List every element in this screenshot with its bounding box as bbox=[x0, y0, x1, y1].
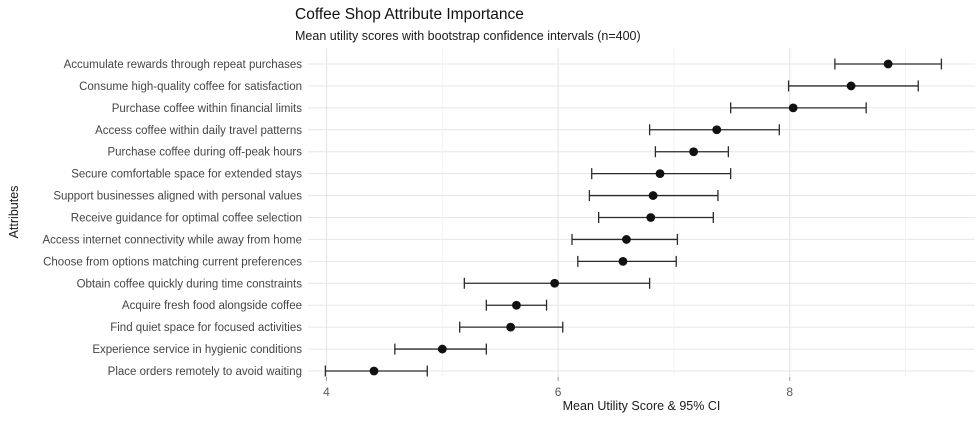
mean-point bbox=[369, 366, 379, 376]
ci-row bbox=[598, 212, 714, 223]
x-tick-label: 8 bbox=[786, 385, 793, 399]
x-axis: 4 6 8 bbox=[323, 377, 793, 399]
ci-row bbox=[394, 343, 487, 355]
data-rows bbox=[324, 58, 943, 377]
ci-row bbox=[834, 58, 943, 70]
chart-title: Coffee Shop Attribute Importance bbox=[295, 6, 524, 23]
category-label: Purchase coffee during off-peak hours bbox=[107, 147, 302, 159]
gridlines bbox=[308, 48, 975, 377]
ci-row bbox=[654, 146, 729, 158]
x-tick-label: 6 bbox=[555, 385, 562, 399]
x-axis-title: Mean Utility Score & 95% CI bbox=[562, 399, 721, 413]
category-label: Place orders remotely to avoid waiting bbox=[108, 366, 302, 378]
category-label: Find quiet space for focused activities bbox=[110, 322, 302, 334]
chart-subtitle: Mean utility scores with bootstrap confi… bbox=[295, 29, 641, 43]
ci-row bbox=[571, 233, 679, 245]
ci-row bbox=[648, 124, 780, 136]
category-label: Secure comfortable space for extended st… bbox=[71, 169, 302, 181]
mean-point bbox=[512, 300, 521, 310]
ci-row bbox=[459, 321, 564, 333]
x-tick-label: 4 bbox=[323, 385, 330, 399]
ci-row bbox=[485, 299, 548, 311]
category-label: Experience service in hygienic condition… bbox=[92, 344, 302, 356]
mean-point bbox=[689, 147, 699, 157]
category-label: Choose from options matching current pre… bbox=[43, 256, 302, 268]
mean-point bbox=[655, 169, 665, 179]
mean-point bbox=[883, 59, 893, 69]
mean-point bbox=[846, 81, 856, 91]
ci-row bbox=[324, 365, 428, 377]
ci-row bbox=[588, 190, 719, 202]
category-label: Access internet connectivity while away … bbox=[43, 234, 303, 246]
ci-row bbox=[591, 168, 732, 180]
category-label: Consume high-quality coffee for satisfac… bbox=[79, 81, 302, 93]
ci-row bbox=[577, 255, 677, 267]
mean-point bbox=[618, 256, 628, 266]
category-label: Support businesses aligned with personal… bbox=[53, 191, 302, 203]
mean-point bbox=[788, 103, 798, 113]
category-label: Access coffee within daily travel patter… bbox=[95, 125, 302, 137]
mean-point bbox=[622, 235, 631, 244]
mean-point bbox=[646, 213, 656, 222]
ci-row bbox=[787, 80, 919, 92]
category-label: Purchase coffee within financial limits bbox=[112, 103, 303, 115]
mean-point bbox=[506, 322, 516, 332]
category-label: Acquire fresh food alongside coffee bbox=[122, 300, 302, 312]
mean-point bbox=[437, 344, 447, 354]
y-axis-labels: Accumulate rewards through repeat purcha… bbox=[43, 59, 303, 378]
category-label: Accumulate rewards through repeat purcha… bbox=[64, 59, 303, 71]
mean-point bbox=[712, 125, 722, 135]
category-label: Obtain coffee quickly during time constr… bbox=[77, 278, 303, 290]
mean-point bbox=[648, 191, 658, 200]
mean-point bbox=[550, 278, 560, 288]
category-label: Receive guidance for optimal coffee sele… bbox=[71, 213, 302, 225]
ci-row bbox=[463, 277, 651, 289]
ci-row bbox=[730, 102, 867, 114]
